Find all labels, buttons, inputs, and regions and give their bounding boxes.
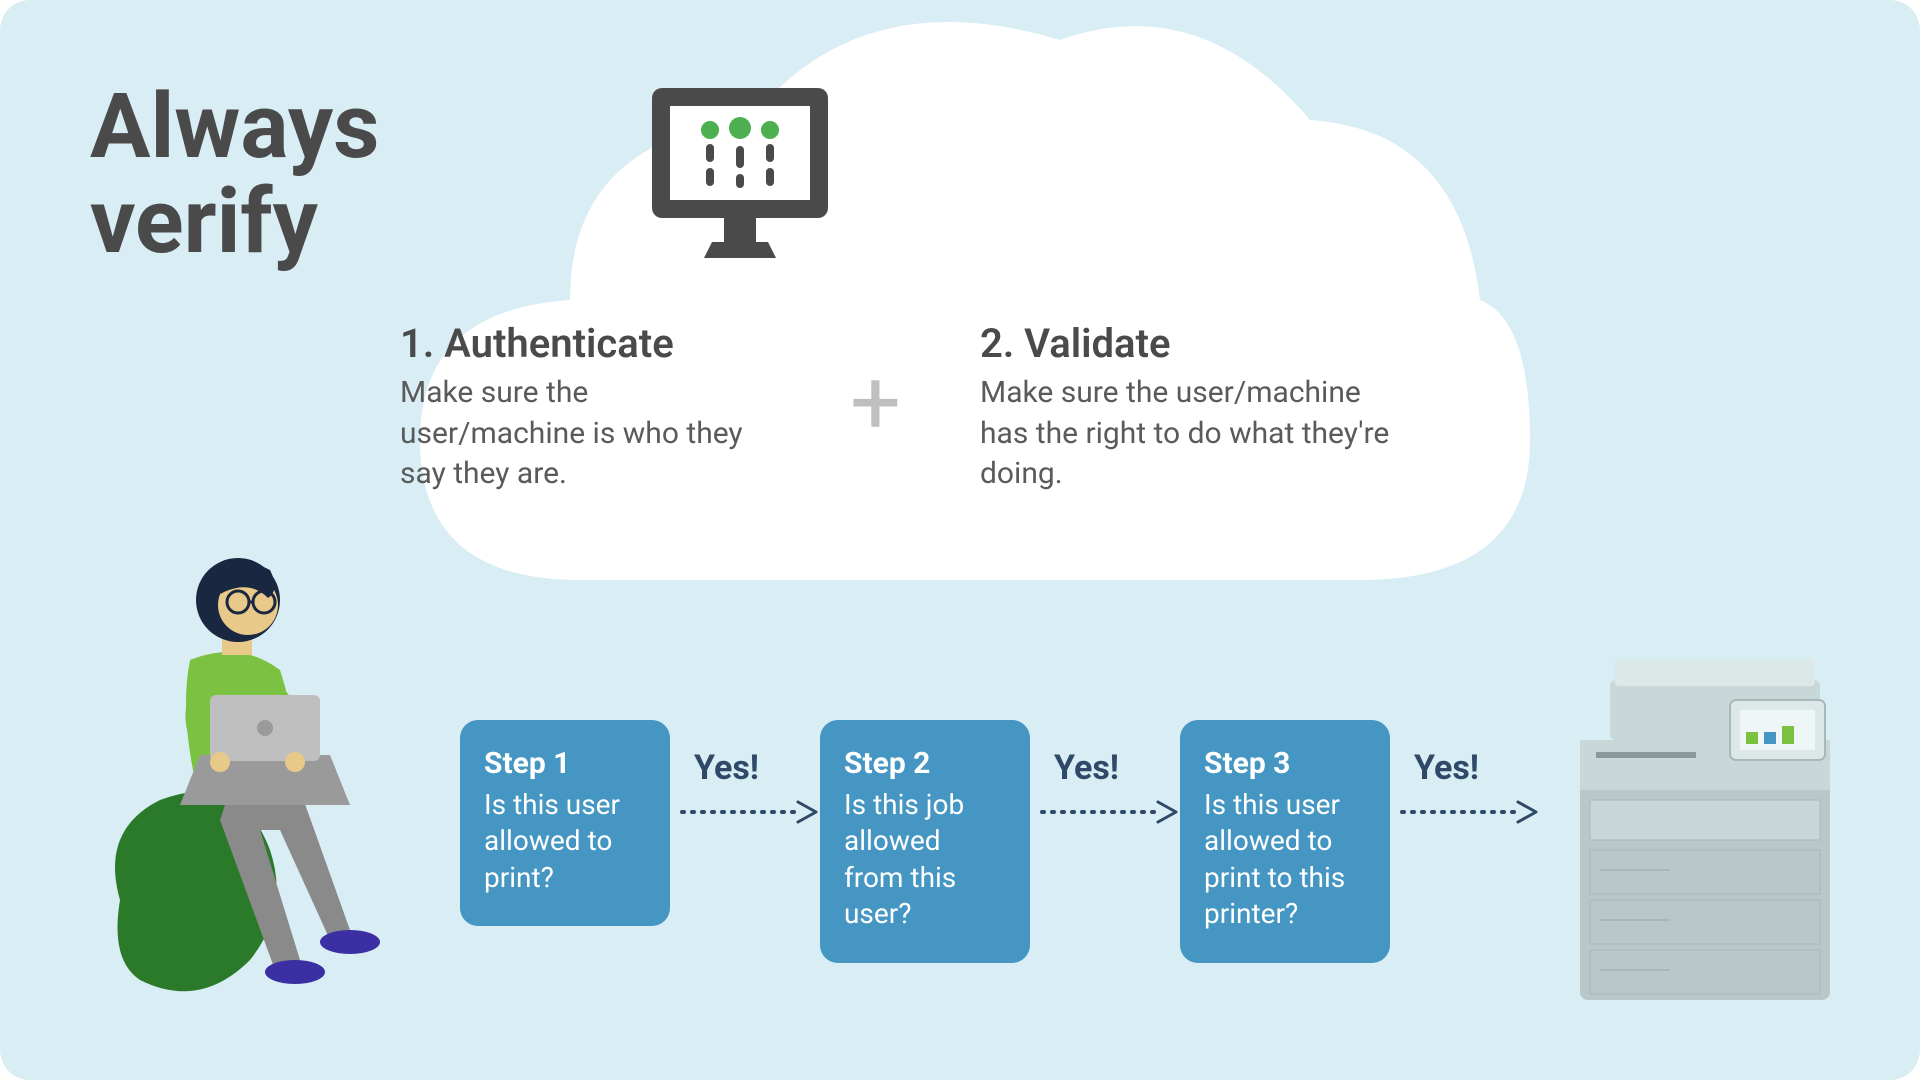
- step-2-box: Step 2 Is this job allowed from this use…: [820, 720, 1030, 963]
- yes-1-label: Yes!: [694, 748, 759, 788]
- page-title: Always verify: [90, 80, 379, 269]
- validate-block: 2. Validate Make sure the user/machine h…: [980, 320, 1400, 495]
- title-line-2: verify: [90, 169, 318, 274]
- monitor-icon: [640, 78, 840, 272]
- arrow-3-icon: [1400, 800, 1540, 828]
- validate-body: Make sure the user/machine has the right…: [980, 373, 1400, 495]
- validate-title: 2. Validate: [980, 320, 1400, 367]
- step-2-label: Step 2: [844, 746, 1006, 781]
- arrow-1-icon: [680, 800, 820, 828]
- person-illustration: [100, 530, 420, 1014]
- step-1-label: Step 1: [484, 746, 646, 781]
- step-1-box: Step 1 Is this user allowed to print?: [460, 720, 670, 926]
- step-3-body: Is this user allowed to print to this pr…: [1204, 787, 1366, 933]
- printer-illustration: [1560, 640, 1860, 1024]
- arrow-2-icon: [1040, 800, 1180, 828]
- step-3-label: Step 3: [1204, 746, 1366, 781]
- authenticate-block: 1. Authenticate Make sure the user/machi…: [400, 320, 780, 495]
- cloud-container: [380, 0, 1540, 620]
- step-3-box: Step 3 Is this user allowed to print to …: [1180, 720, 1390, 963]
- authenticate-body: Make sure the user/machine is who they s…: [400, 373, 780, 495]
- step-2-body: Is this job allowed from this user?: [844, 787, 1006, 933]
- cloud-icon: [380, 0, 1540, 620]
- plus-icon: +: [850, 350, 901, 455]
- infographic-canvas: Always verify 1. Authenticate Make s: [0, 0, 1920, 1080]
- yes-2-label: Yes!: [1054, 748, 1119, 788]
- step-1-body: Is this user allowed to print?: [484, 787, 646, 896]
- title-line-1: Always: [90, 74, 379, 179]
- yes-3-label: Yes!: [1414, 748, 1479, 788]
- authenticate-title: 1. Authenticate: [400, 320, 780, 367]
